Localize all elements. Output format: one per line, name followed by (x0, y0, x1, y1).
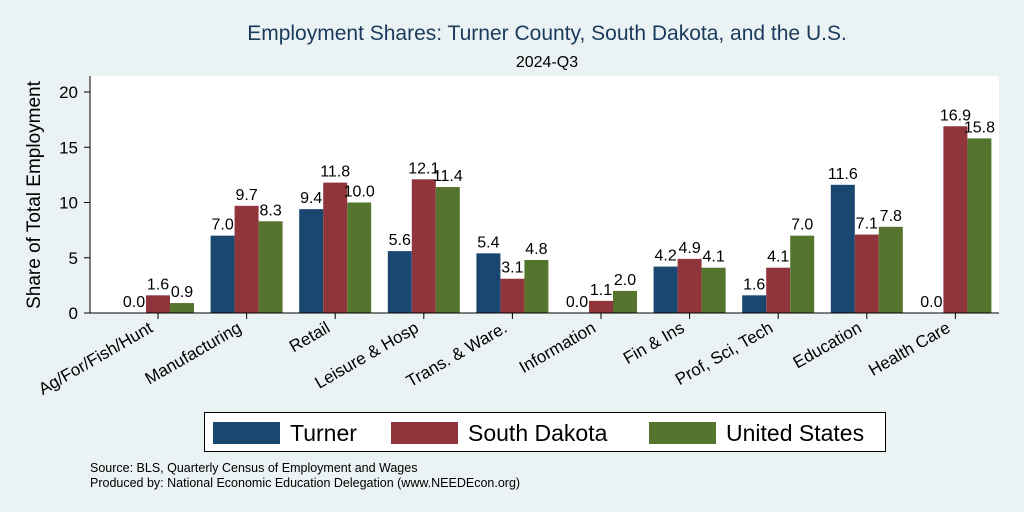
bar-south-dakota-trans-ware (500, 278, 525, 313)
legend-item-south-dakota: South Dakota (391, 413, 607, 453)
x-tick-label-manufacturing: Manufacturing (142, 318, 245, 388)
legend-item-turner: Turner (213, 413, 357, 453)
data-label-turner-education: 11.6 (828, 166, 858, 183)
data-label-south-dakota-information: 1.1 (590, 282, 612, 299)
data-label-united-states-ag-for-fish-hunt: 0.9 (171, 284, 193, 301)
legend-label-turner: Turner (290, 419, 357, 446)
legend-label-united-states: United States (726, 419, 865, 446)
data-label-united-states-manufacturing: 8.3 (259, 202, 281, 219)
legend-item-united-states: United States (649, 413, 864, 453)
data-label-united-states-information: 2.0 (614, 272, 636, 289)
bar-south-dakota-leisure-hosp (411, 179, 436, 313)
x-tick-label-trans-ware: Trans. & Ware. (403, 318, 510, 391)
bar-united-states-fin-ins (701, 267, 726, 313)
bar-united-states-prof-sci-tech (790, 235, 815, 313)
data-label-united-states-leisure-hosp: 11.4 (433, 168, 463, 185)
data-label-turner-information: 0.0 (566, 294, 588, 311)
data-label-south-dakota-ag-for-fish-hunt: 1.6 (147, 276, 169, 293)
data-label-turner-prof-sci-tech: 1.6 (743, 276, 765, 293)
bar-united-states-education (878, 226, 903, 313)
bar-united-states-trans-ware (524, 259, 549, 313)
bar-south-dakota-retail (323, 182, 348, 313)
y-tick-label: 5 (69, 249, 78, 268)
data-label-turner-retail: 9.4 (300, 190, 322, 207)
x-tick-label-ag-for-fish-hunt: Ag/For/Fish/Hunt (35, 318, 156, 399)
bar-turner-trans-ware (476, 253, 501, 313)
legend: Turner South Dakota United States (204, 412, 886, 452)
legend-label-south-dakota: South Dakota (468, 419, 608, 446)
x-tick-label-education: Education (790, 318, 865, 372)
data-label-united-states-fin-ins: 4.1 (702, 249, 724, 266)
data-label-united-states-retail: 10.0 (344, 184, 375, 201)
data-label-turner-health-care: 0.0 (920, 294, 942, 311)
data-label-south-dakota-prof-sci-tech: 4.1 (767, 249, 789, 266)
bar-turner-leisure-hosp (387, 251, 412, 313)
produced-by-note: Produced by: National Economic Education… (90, 476, 521, 490)
data-label-turner-manufacturing: 7.0 (211, 217, 233, 234)
bar-united-states-information (613, 290, 637, 313)
bar-south-dakota-ag-for-fish-hunt (146, 295, 170, 313)
data-label-united-states-education: 7.8 (880, 208, 902, 225)
x-tick-label-health-care: Health Care (865, 318, 953, 380)
legend-swatch-turner (213, 422, 280, 444)
x-tick-label-prof-sci-tech: Prof, Sci, Tech (672, 318, 776, 389)
bar-south-dakota-information (589, 300, 613, 313)
x-tick-label-retail: Retail (286, 318, 333, 356)
y-tick-label: 0 (69, 304, 78, 323)
data-label-turner-ag-for-fish-hunt: 0.0 (123, 294, 145, 311)
bar-south-dakota-health-care (943, 126, 968, 313)
y-axis-title: Share of Total Employment (24, 80, 45, 308)
data-label-south-dakota-retail: 11.8 (320, 164, 350, 181)
data-label-south-dakota-education: 7.1 (856, 216, 878, 233)
bar-south-dakota-prof-sci-tech (766, 267, 791, 313)
data-label-south-dakota-fin-ins: 4.9 (678, 240, 700, 257)
bar-united-states-manufacturing (258, 221, 283, 313)
bar-south-dakota-manufacturing (234, 205, 259, 313)
legend-swatch-south-dakota (391, 422, 458, 444)
data-label-turner-fin-ins: 4.2 (654, 248, 676, 265)
bar-turner-education (830, 184, 855, 313)
data-label-south-dakota-manufacturing: 9.7 (235, 187, 257, 204)
chart-title: Employment Shares: Turner County, South … (247, 22, 847, 45)
x-tick-label-information: Information (516, 318, 599, 377)
data-label-south-dakota-leisure-hosp: 12.1 (408, 160, 439, 177)
bar-turner-retail (299, 209, 324, 313)
bar-united-states-retail (347, 202, 372, 313)
data-label-south-dakota-trans-ware: 3.1 (501, 260, 523, 277)
bar-united-states-leisure-hosp (435, 187, 460, 313)
data-label-united-states-health-care: 15.8 (964, 119, 995, 136)
source-note: Source: BLS, Quarterly Census of Employm… (90, 461, 418, 475)
bar-turner-prof-sci-tech (742, 295, 767, 313)
data-label-united-states-prof-sci-tech: 7.0 (791, 217, 813, 234)
bar-south-dakota-fin-ins (677, 258, 702, 313)
bar-united-states-health-care (967, 138, 992, 313)
chart-subtitle: 2024-Q3 (516, 54, 578, 71)
data-label-united-states-trans-ware: 4.8 (525, 241, 547, 258)
y-tick-label: 20 (59, 83, 78, 102)
data-label-turner-leisure-hosp: 5.6 (389, 232, 411, 249)
bar-turner-manufacturing (210, 235, 235, 313)
bar-south-dakota-education (854, 234, 879, 313)
legend-swatch-united-states (649, 422, 716, 444)
y-tick-label: 15 (59, 138, 78, 157)
data-label-south-dakota-health-care: 16.9 (940, 107, 971, 124)
data-label-turner-trans-ware: 5.4 (477, 234, 499, 251)
y-tick-label: 10 (59, 194, 78, 213)
bar-turner-fin-ins (653, 266, 678, 313)
bar-united-states-ag-for-fish-hunt (170, 303, 194, 313)
x-tick-label-fin-ins: Fin & Ins (620, 318, 688, 368)
